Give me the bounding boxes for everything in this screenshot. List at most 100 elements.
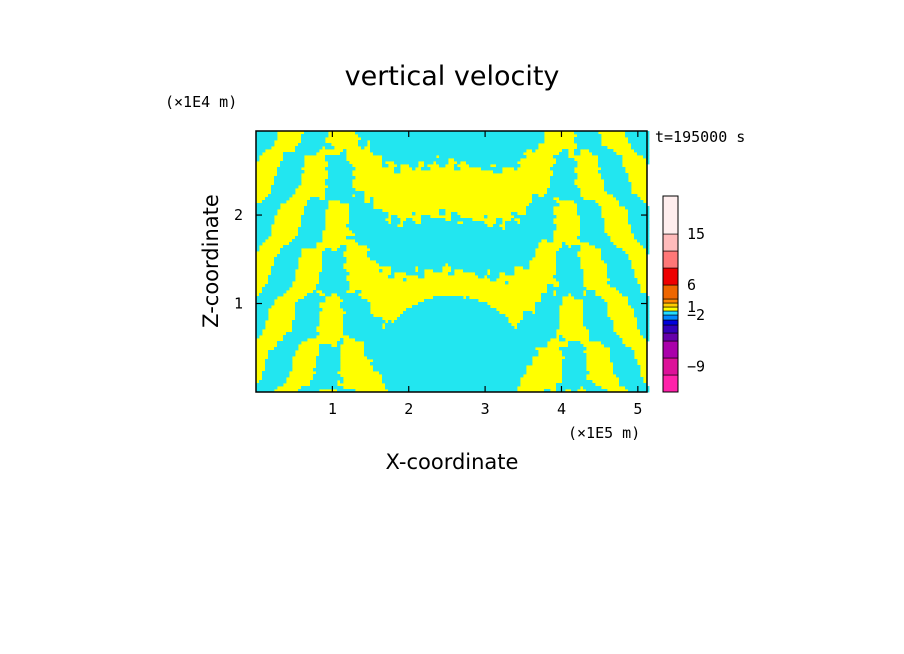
field-cell (523, 320, 527, 324)
field-cell (340, 245, 344, 249)
field-cell (454, 236, 458, 240)
field-cell (487, 152, 491, 156)
field-cell (385, 233, 389, 237)
field-cell (391, 236, 395, 240)
field-cell (430, 227, 434, 231)
field-cell (547, 326, 551, 330)
field-cell (397, 230, 401, 234)
field-cell (364, 134, 368, 138)
field-cell (535, 143, 539, 147)
field-cell (466, 332, 470, 336)
field-cell (589, 320, 593, 324)
field-cell (625, 203, 629, 207)
field-cell (628, 215, 632, 219)
field-cell (565, 257, 569, 261)
field-cell (256, 227, 260, 231)
field-cell (400, 323, 404, 327)
field-cell (337, 164, 341, 168)
field-cell (496, 227, 500, 231)
field-cell (550, 314, 554, 318)
field-cell (421, 134, 425, 138)
field-cell (565, 167, 569, 171)
field-cell (292, 275, 296, 279)
field-cell (628, 203, 632, 207)
field-cell (544, 326, 548, 330)
field-cell (535, 242, 539, 246)
field-cell (448, 263, 452, 267)
field-cell (298, 155, 302, 159)
field-cell (589, 221, 593, 225)
field-cell (526, 344, 530, 348)
field-cell (268, 221, 272, 225)
field-cell (259, 323, 263, 327)
field-cell (457, 233, 461, 237)
field-cell (343, 326, 347, 330)
field-cell (595, 296, 599, 300)
field-cell (490, 269, 494, 273)
field-cell (394, 131, 398, 135)
field-cell (493, 257, 497, 261)
field-cell (343, 185, 347, 189)
field-cell (601, 233, 605, 237)
field-cell (367, 218, 371, 222)
field-cell (448, 233, 452, 237)
field-cell (451, 302, 455, 306)
field-cell (367, 212, 371, 216)
field-cell (316, 305, 320, 309)
field-cell (631, 227, 635, 231)
field-cell (556, 257, 560, 261)
field-cell (595, 134, 599, 138)
field-cell (376, 149, 380, 153)
field-cell (628, 290, 632, 294)
field-cell (481, 344, 485, 348)
field-cell (517, 341, 521, 345)
field-cell (364, 317, 368, 321)
field-cell (409, 245, 413, 249)
field-cell (277, 200, 281, 204)
field-cell (442, 257, 446, 261)
field-cell (421, 257, 425, 261)
field-cell (610, 275, 614, 279)
field-cell (340, 248, 344, 252)
field-cell (577, 146, 581, 150)
field-cell (553, 185, 557, 189)
field-cell (532, 137, 536, 141)
field-cell (595, 221, 599, 225)
field-cell (415, 242, 419, 246)
field-cell (403, 329, 407, 333)
field-cell (589, 236, 593, 240)
field-cell (466, 131, 470, 135)
field-cell (370, 149, 374, 153)
field-cell (484, 323, 488, 327)
field-cell (301, 152, 305, 156)
field-cell (286, 281, 290, 285)
field-cell (340, 167, 344, 171)
field-cell (289, 341, 293, 345)
field-cell (442, 149, 446, 153)
field-cell (634, 218, 638, 222)
field-cell (433, 308, 437, 312)
field-cell (508, 224, 512, 228)
field-cell (367, 242, 371, 246)
field-cell (424, 260, 428, 264)
field-cell (622, 176, 626, 180)
field-cell (421, 215, 425, 219)
field-cell (499, 329, 503, 333)
field-cell (604, 326, 608, 330)
field-cell (262, 209, 266, 213)
field-cell (409, 224, 413, 228)
field-cell (586, 320, 590, 324)
field-cell (481, 269, 485, 273)
field-cell (382, 143, 386, 147)
field-cell (424, 338, 428, 342)
field-cell (346, 326, 350, 330)
field-cell (634, 230, 638, 234)
field-cell (580, 236, 584, 240)
field-cell (295, 317, 299, 321)
field-cell (478, 248, 482, 252)
field-cell (538, 236, 542, 240)
field-cell (535, 245, 539, 249)
field-cell (505, 266, 509, 270)
field-cell (604, 155, 608, 159)
field-cell (493, 239, 497, 243)
